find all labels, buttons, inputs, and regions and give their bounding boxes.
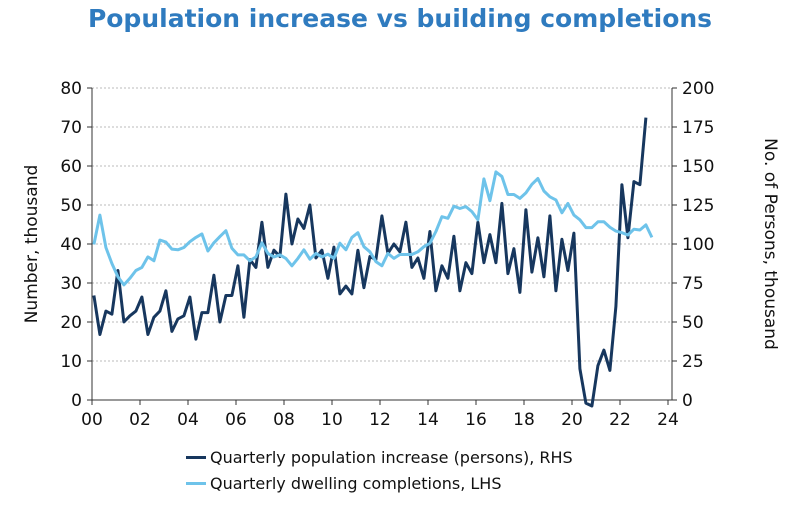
y-tick-label-left: 50 <box>60 196 82 216</box>
y-tick-label-right: 100 <box>682 235 714 255</box>
series-line-population-increase <box>92 117 648 408</box>
y-tick-label-right: 75 <box>682 274 704 294</box>
series-line-dwelling-completions <box>92 170 654 287</box>
x-tick-label: 06 <box>225 410 247 430</box>
x-tick-label: 22 <box>609 410 631 430</box>
y-axis-left-label: Number, thousand <box>22 165 42 324</box>
y-tick-label-right: 150 <box>682 157 714 177</box>
y-axis-right-label: No. of Persons, thousand <box>760 138 780 350</box>
x-tick-label: 18 <box>513 410 535 430</box>
y-tick-label-right: 0 <box>682 391 693 411</box>
x-tick-label: 12 <box>369 410 391 430</box>
y-tick-label-right: 200 <box>682 79 714 99</box>
x-tick-label: 14 <box>417 410 439 430</box>
y-tick-label-right: 25 <box>682 352 704 372</box>
y-tick-label-left: 30 <box>60 274 82 294</box>
legend-item-dwellings: Quarterly dwelling completions, LHS <box>186 474 502 493</box>
chart-title: Population increase vs building completi… <box>87 4 713 33</box>
x-tick-label: 00 <box>81 410 103 430</box>
y-tick-label-right: 50 <box>682 313 704 333</box>
y-tick-label-right: 175 <box>682 118 714 138</box>
x-tick-label: 02 <box>129 410 151 430</box>
y-tick-label-left: 10 <box>60 352 82 372</box>
x-tick-label: 16 <box>465 410 487 430</box>
y-tick-label-left: 60 <box>60 157 82 177</box>
x-tick-label: 20 <box>561 410 583 430</box>
legend-item-population: Quarterly population increase (persons),… <box>186 448 573 467</box>
x-tick-label: 08 <box>273 410 295 430</box>
y-tick-label-left: 0 <box>71 391 82 411</box>
y-tick-label-left: 40 <box>60 235 82 255</box>
x-tick-label: 10 <box>321 410 343 430</box>
y-tick-label-left: 70 <box>60 118 82 138</box>
legend-label: Quarterly dwelling completions, LHS <box>210 474 502 493</box>
y-tick-label-left: 20 <box>60 313 82 333</box>
legend-swatch <box>186 482 206 485</box>
legend-swatch <box>186 456 206 459</box>
x-tick-label: 24 <box>657 410 679 430</box>
y-tick-label-right: 125 <box>682 196 714 216</box>
x-tick-label: 04 <box>177 410 199 430</box>
y-tick-label-left: 80 <box>60 79 82 99</box>
legend-label: Quarterly population increase (persons),… <box>210 448 573 467</box>
